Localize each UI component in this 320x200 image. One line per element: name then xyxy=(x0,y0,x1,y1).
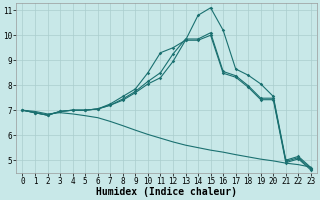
X-axis label: Humidex (Indice chaleur): Humidex (Indice chaleur) xyxy=(96,187,237,197)
